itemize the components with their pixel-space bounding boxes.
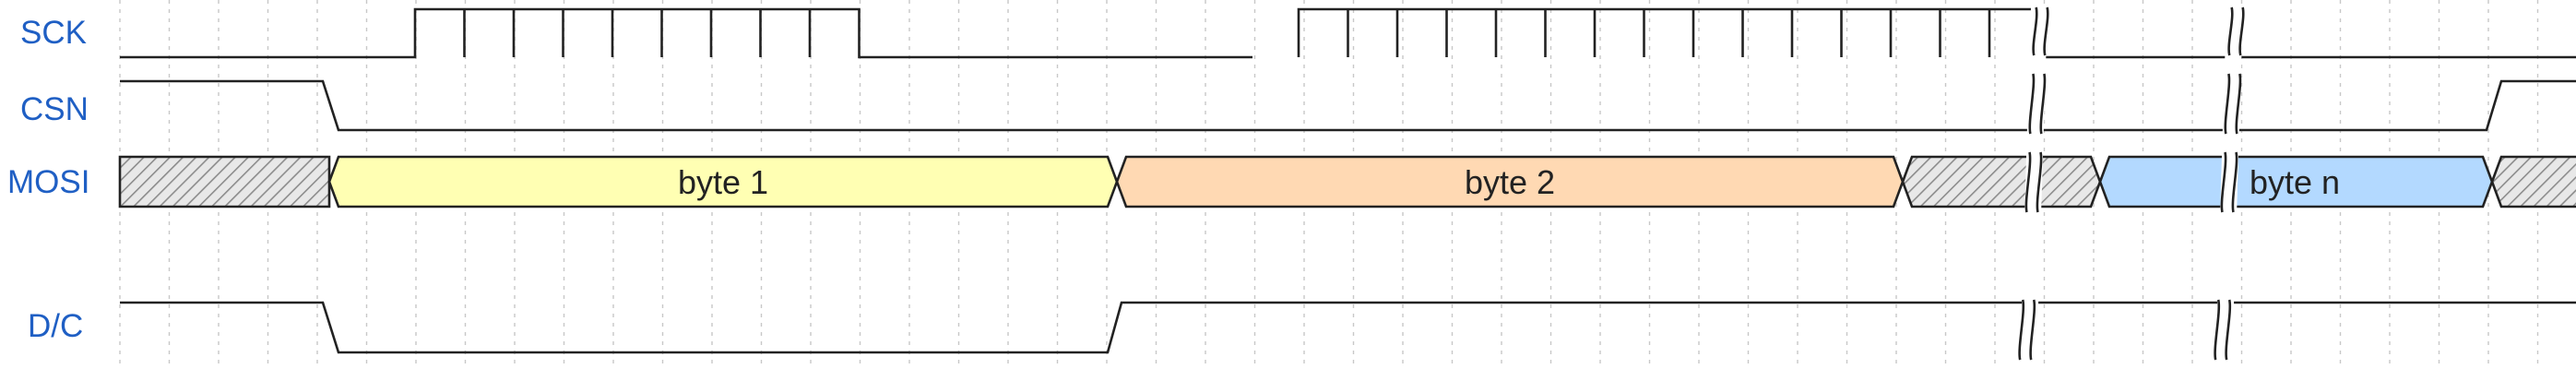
signal-label-csn: CSN [20,91,89,127]
time-break-marker-2 [2214,6,2245,364]
signal-label-dc: D/C [28,308,83,344]
byte-2-label: byte 2 [1465,163,1555,201]
mosi-idle-segment-3 [2490,155,2576,208]
signal-label-sck: SCK [20,15,87,51]
mosi-bus: byte 1 byte 2 byte n [118,155,2576,208]
sck-waveform-continued [1297,7,2576,59]
byte-n-label: byte n [2250,163,2340,201]
sck-waveform [120,7,1252,59]
dc-waveform [120,301,2576,354]
mosi-idle-segment [118,155,331,208]
csn-waveform [120,79,2576,132]
time-break-marker-1 [2018,6,2049,364]
signal-label-mosi: MOSI [7,164,89,200]
byte-1-label: byte 1 [678,163,768,201]
mosi-idle-segment-2 [1901,155,2102,208]
